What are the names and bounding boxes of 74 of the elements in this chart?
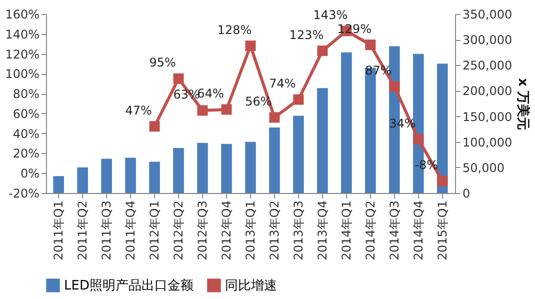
point [413, 134, 424, 145]
y-tick-label: 120% [5, 47, 40, 62]
x-tick-label: 2013年Q1 [244, 200, 258, 260]
x-tick-label: 2011年Q2 [76, 200, 90, 260]
y2-tick-label: 250,000 [462, 58, 512, 73]
data-label: 123% [289, 28, 324, 42]
x-tick-label: 2012年Q3 [196, 200, 210, 260]
bar [293, 116, 304, 193]
point [149, 121, 160, 132]
data-label: 143% [313, 8, 348, 22]
point [437, 176, 448, 186]
y-tick-label: -20% [8, 186, 40, 200]
bar [77, 167, 88, 193]
bar [125, 158, 136, 193]
y2-tick-label: 150,000 [462, 110, 512, 124]
bar [149, 162, 160, 193]
point [197, 105, 208, 116]
x-tick-label: 2014年Q4 [411, 200, 426, 260]
legend-label: 同比增速 [225, 278, 277, 294]
bar [197, 142, 208, 193]
y2-tick-label: 100,000 [462, 135, 512, 150]
y-tick-label: 0% [20, 166, 40, 181]
bar [437, 64, 448, 193]
x-tick-label: 2012年Q2 [172, 200, 186, 260]
x-tick-label: 2014年Q2 [363, 200, 378, 260]
y-tick-label: 140% [5, 27, 40, 42]
x-tick-label: 2013年Q3 [291, 200, 306, 260]
data-label: 47% [125, 103, 152, 118]
point [245, 40, 256, 52]
x-tick-label: 2014年Q3 [387, 200, 402, 260]
data-label: 74% [269, 76, 296, 91]
bar [245, 142, 256, 193]
x-tick-label: 2014年Q1 [339, 200, 354, 260]
data-label: -8% [414, 158, 438, 172]
point [365, 40, 376, 50]
point [317, 46, 328, 56]
bar [341, 52, 352, 193]
data-label: 64% [197, 86, 224, 100]
x-tick-label: 2013年Q2 [267, 200, 282, 260]
bar [317, 88, 328, 193]
bar [173, 148, 184, 193]
x-tick-label: 2013年Q4 [315, 200, 330, 260]
bar [101, 158, 112, 193]
y2-tick-label: 50,000 [462, 160, 504, 175]
y2-tick-label: 350,000 [462, 8, 512, 22]
point [389, 81, 400, 92]
point [293, 94, 304, 105]
data-label: 95% [149, 56, 176, 70]
y-tick-label: 100% [5, 67, 40, 82]
point [173, 73, 184, 84]
legend-label: LED照明产品出口金额 [64, 278, 194, 294]
y-tick-label: 80% [12, 87, 40, 102]
x-tick-label: 2012年Q4 [220, 200, 234, 260]
point [269, 112, 280, 123]
bar [53, 176, 64, 193]
data-label: 87% [365, 64, 392, 78]
x-tick-label: 2011年Q4 [124, 200, 138, 260]
y-tick-label: 60% [12, 106, 40, 121]
x-tick-label: 2015年Q1 [435, 200, 450, 260]
y-tick-label: 20% [12, 146, 40, 161]
x-tick-label: 2012年Q1 [148, 200, 162, 260]
y-tick-label: 160% [5, 8, 40, 22]
data-label: 128% [217, 22, 252, 37]
y2-tick-label: 200,000 [462, 84, 512, 98]
point [221, 104, 232, 115]
data-label: 34% [389, 116, 416, 130]
bar [269, 128, 280, 193]
y2-tick-label: 300,000 [462, 33, 512, 48]
bar [221, 144, 232, 193]
x-tick-label: 2011年Q3 [100, 200, 114, 260]
y-tick-label: 40% [12, 126, 40, 141]
y2-axis-title: x 万美元 [515, 78, 532, 130]
y2-tick-label: 0 [462, 186, 470, 200]
x-tick-label: 2011年Q1 [52, 200, 66, 260]
